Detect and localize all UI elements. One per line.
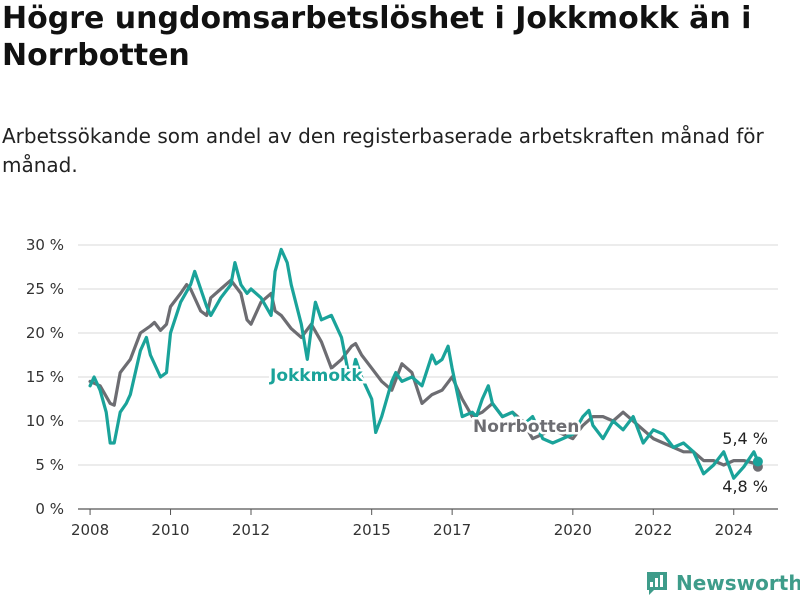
x-tick-label: 2020 [554,521,592,539]
x-tick-label: 2008 [71,521,109,539]
newsworthy-logo-icon [647,572,667,595]
chart-subtitle: Arbetssökande som andel av den registerb… [2,124,764,177]
x-tick-label: 2024 [715,521,753,539]
x-axis: 2008 2010 2012 2015 2017 2020 2022 2024 [71,509,753,539]
brand-name: Newsworthy [676,571,800,595]
x-tick-label: 2012 [232,521,270,539]
series-lines [88,247,763,480]
y-tick-label: 5 % [35,456,64,474]
gridlines [78,244,778,510]
y-tick-label: 20 % [26,324,64,342]
x-tick-label: 2017 [433,521,471,539]
series-label-norrbotten: Norrbotten [473,417,579,437]
x-tick-label: 2015 [353,521,391,539]
end-value-jokkmokk: 5,4 % [722,429,768,448]
series-line-jokkmokk [88,247,760,480]
x-tick-label: 2010 [151,521,189,539]
series-labels: Jokkmokk Norrbotten 5,4 % 4,8 % [267,364,769,497]
end-value-norrbotten: 4,8 % [722,477,768,496]
endpoint-jokkmokk [752,456,763,467]
y-tick-label: 15 % [26,368,64,386]
x-tick-label: 2022 [634,521,672,539]
series-line-norrbotten [88,278,760,469]
y-axis: 0 % 5 % 10 % 15 % 20 % 25 % 30 % [26,236,64,518]
y-tick-label: 25 % [26,280,64,298]
y-tick-label: 0 % [35,500,64,518]
chart-title: Högre ungdomsarbetslöshet i Jokkmokk än … [2,1,752,73]
series-label-jokkmokk: Jokkmokk [269,366,363,386]
brand-logo: Newsworthy [645,568,800,598]
y-tick-label: 10 % [26,412,64,430]
y-tick-label: 30 % [26,236,64,254]
